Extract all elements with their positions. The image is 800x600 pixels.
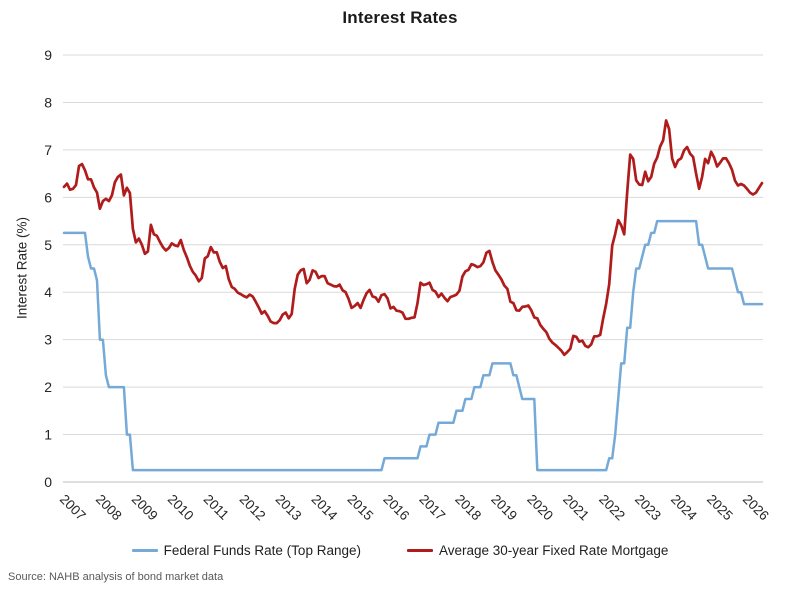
source-note: Source: NAHB analysis of bond market dat…	[8, 571, 224, 583]
y-tick-label: 2	[44, 379, 52, 395]
federal-funds-line	[62, 219, 764, 472]
x-tick-label: 2014	[309, 492, 341, 524]
mortgage-line-swatch-icon	[406, 549, 433, 552]
federal-funds-line-swatch-icon	[131, 549, 158, 552]
y-tick-label: 7	[44, 142, 52, 158]
legend: Federal Funds Rate (Top Range) Average 3…	[0, 543, 800, 558]
x-tick-label: 2018	[452, 492, 484, 524]
x-tick-label: 2007	[57, 492, 89, 524]
x-tick-label: 2019	[488, 492, 520, 524]
x-tick-label: 2016	[380, 492, 412, 524]
legend-label-mortgage: Average 30-year Fixed Rate Mortgage	[438, 543, 669, 558]
x-tick-label: 2020	[524, 492, 556, 524]
y-tick-label: 8	[44, 94, 52, 110]
x-tick-label: 2008	[93, 492, 125, 524]
chart-title: Interest Rates	[342, 8, 458, 27]
x-tick-label: 2017	[416, 492, 448, 524]
y-tick-label: 5	[44, 237, 52, 253]
y-tick-label: 3	[44, 332, 52, 348]
x-tick-label: 2022	[596, 492, 628, 524]
x-tick-label: 2012	[237, 492, 269, 524]
x-tick-label: 2010	[165, 492, 197, 524]
x-tick-label: 2009	[129, 492, 161, 524]
x-tick-label: 2011	[201, 492, 232, 523]
x-tick-label: 2021	[560, 492, 592, 524]
legend-item-federal-funds: Federal Funds Rate (Top Range)	[131, 543, 361, 558]
y-tick-label: 9	[44, 47, 52, 63]
y-tick-label: 1	[44, 427, 52, 443]
x-tick-label: 2025	[704, 492, 736, 524]
legend-label-federal-funds: Federal Funds Rate (Top Range)	[163, 543, 361, 558]
x-tick-label: 2013	[273, 492, 305, 524]
y-tick-label: 4	[44, 284, 52, 300]
legend-item-mortgage: Average 30-year Fixed Rate Mortgage	[406, 543, 669, 558]
x-tick-label: 2015	[344, 492, 376, 524]
y-tick-label: 6	[44, 189, 52, 205]
x-tick-label: 2023	[632, 492, 664, 524]
x-tick-label: 2026	[740, 492, 772, 524]
mortgage-line	[62, 119, 764, 357]
x-tick-label: 2024	[668, 492, 700, 524]
y-tick-label: 0	[44, 474, 52, 490]
